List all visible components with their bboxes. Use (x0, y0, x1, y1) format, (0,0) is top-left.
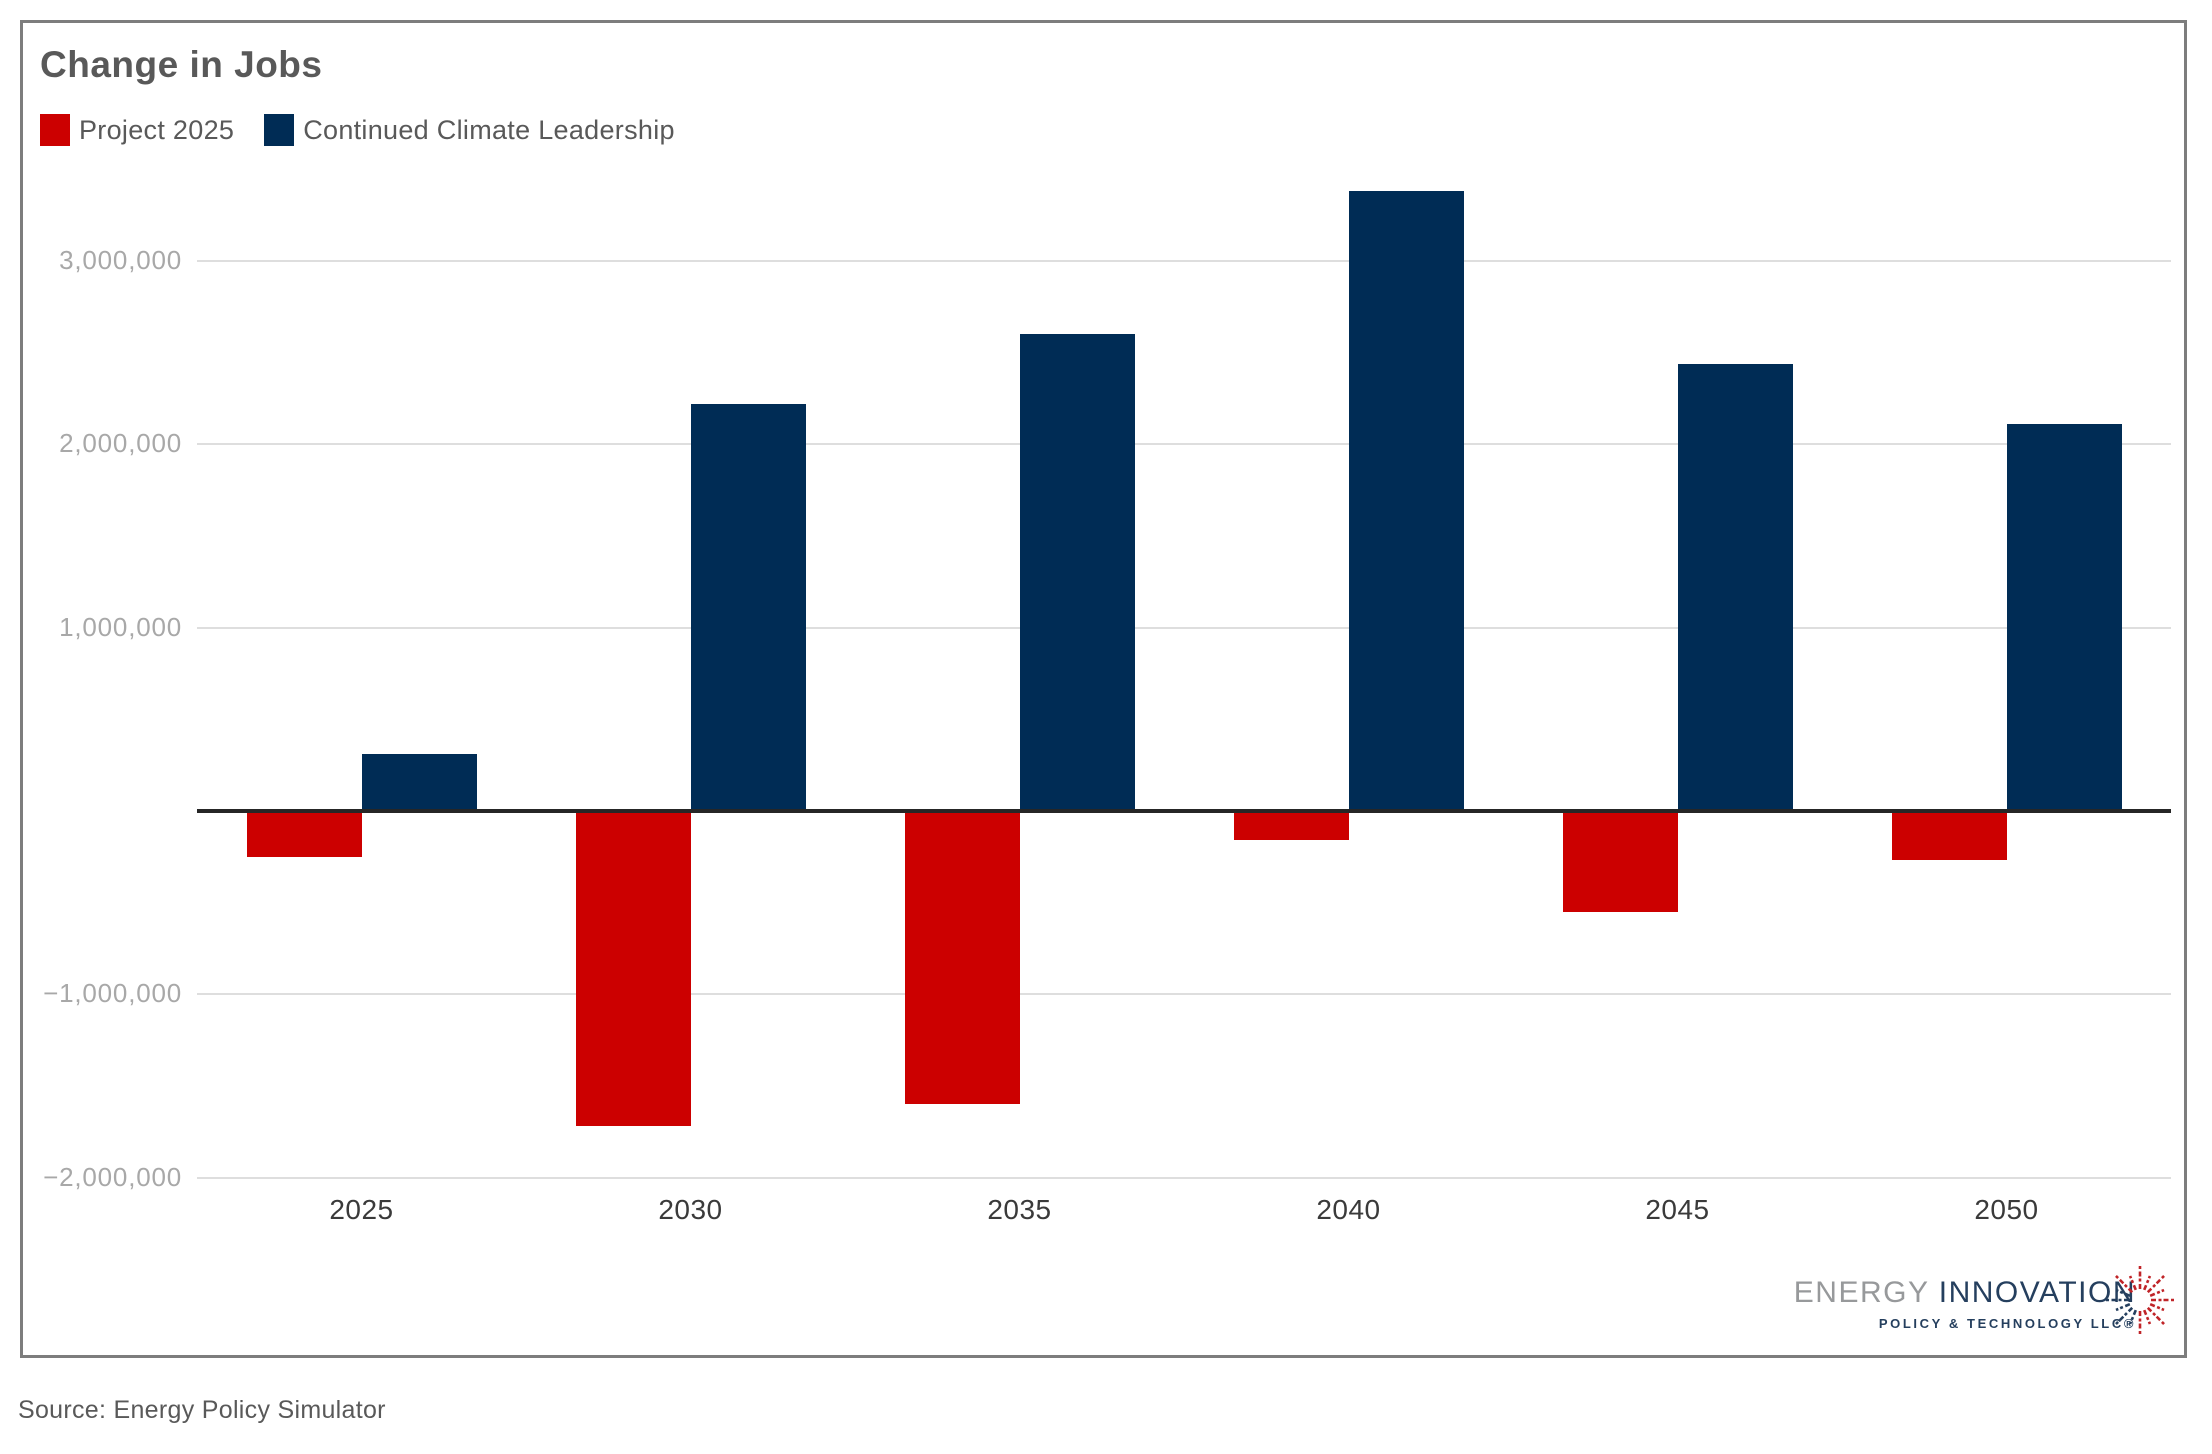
y-axis-tick-label: −2,000,000 (43, 1161, 182, 1192)
starburst-ray (2115, 1303, 2131, 1312)
legend-swatch-continued-climate-leadership (264, 114, 295, 146)
y-gridline (197, 443, 2171, 446)
bar-continued-climate-leadership-2040 (1348, 191, 1464, 811)
starburst-ray (2115, 1288, 2131, 1297)
logo-energy-innovation: ENERGY INNOVATION POLICY & TECHNOLOGY LL… (1794, 1278, 2136, 1331)
y-axis-tick-label: 1,000,000 (59, 611, 182, 642)
starburst-ray (2149, 1303, 2165, 1312)
bar-continued-climate-leadership-2025 (361, 754, 477, 811)
starburst-ray (2128, 1309, 2137, 1325)
y-axis-tick-label: 2,000,000 (59, 428, 182, 459)
bar-continued-climate-leadership-2045 (1677, 363, 1793, 811)
starburst-icon (2106, 1266, 2174, 1334)
bar-project-2025-2025 (246, 811, 362, 857)
starburst-ray (2143, 1309, 2152, 1325)
bar-project-2025-2045 (1562, 811, 1678, 912)
x-axis-tick-label: 2025 (329, 1194, 394, 1225)
starburst-ray (2143, 1275, 2152, 1291)
chart-legend: Project 2025 Continued Climate Leadership (40, 114, 675, 146)
bar-project-2025-2050 (1891, 811, 2007, 861)
x-axis-tick-label: 2050 (1974, 1194, 2039, 1225)
bar-continued-climate-leadership-2050 (2006, 424, 2122, 811)
x-axis-tick-label: 2035 (987, 1194, 1052, 1225)
legend-label: Continued Climate Leadership (303, 114, 675, 145)
logo-wordmark: ENERGY INNOVATION (1794, 1278, 2136, 1308)
legend-swatch-project-2025 (40, 114, 70, 146)
y-gridline (197, 1176, 2171, 1179)
bar-continued-climate-leadership-2030 (690, 404, 806, 811)
legend-label: Project 2025 (79, 114, 235, 145)
bar-continued-climate-leadership-2035 (1019, 334, 1135, 811)
x-axis-tick-label: 2030 (658, 1194, 723, 1225)
bar-project-2025-2030 (575, 811, 691, 1127)
y-gridline (197, 260, 2171, 263)
starburst-ray (2115, 1275, 2134, 1294)
starburst-ray (2146, 1306, 2165, 1325)
source-caption: Source: Energy Policy Simulator (18, 1396, 386, 1424)
legend-item-project-2025: Project 2025 (40, 114, 234, 146)
starburst-ray (2115, 1306, 2134, 1325)
bar-project-2025-2040 (1233, 811, 1349, 841)
y-gridline (197, 993, 2171, 996)
bar-project-2025-2035 (904, 811, 1020, 1105)
logo-innovation-text: INNOVATION (1938, 1276, 2136, 1309)
legend-item-continued-climate-leadership: Continued Climate Leadership (264, 114, 675, 146)
y-axis-tick-label: −1,000,000 (43, 978, 182, 1009)
starburst-ray (2149, 1288, 2165, 1297)
logo-subtitle: POLICY & TECHNOLOGY LLC® (1878, 1316, 2136, 1331)
x-axis-tick-label: 2045 (1645, 1194, 1710, 1225)
y-gridline (197, 626, 2171, 629)
x-axis-zero-line (197, 809, 2171, 813)
y-axis-tick-label: 3,000,000 (59, 245, 182, 276)
x-axis-tick-label: 2040 (1316, 1194, 1381, 1225)
starburst-ray (2146, 1275, 2165, 1294)
logo-energy-text: ENERGY (1793, 1276, 1939, 1309)
chart-title: Change in Jobs (40, 44, 323, 85)
starburst-ray (2128, 1275, 2137, 1291)
